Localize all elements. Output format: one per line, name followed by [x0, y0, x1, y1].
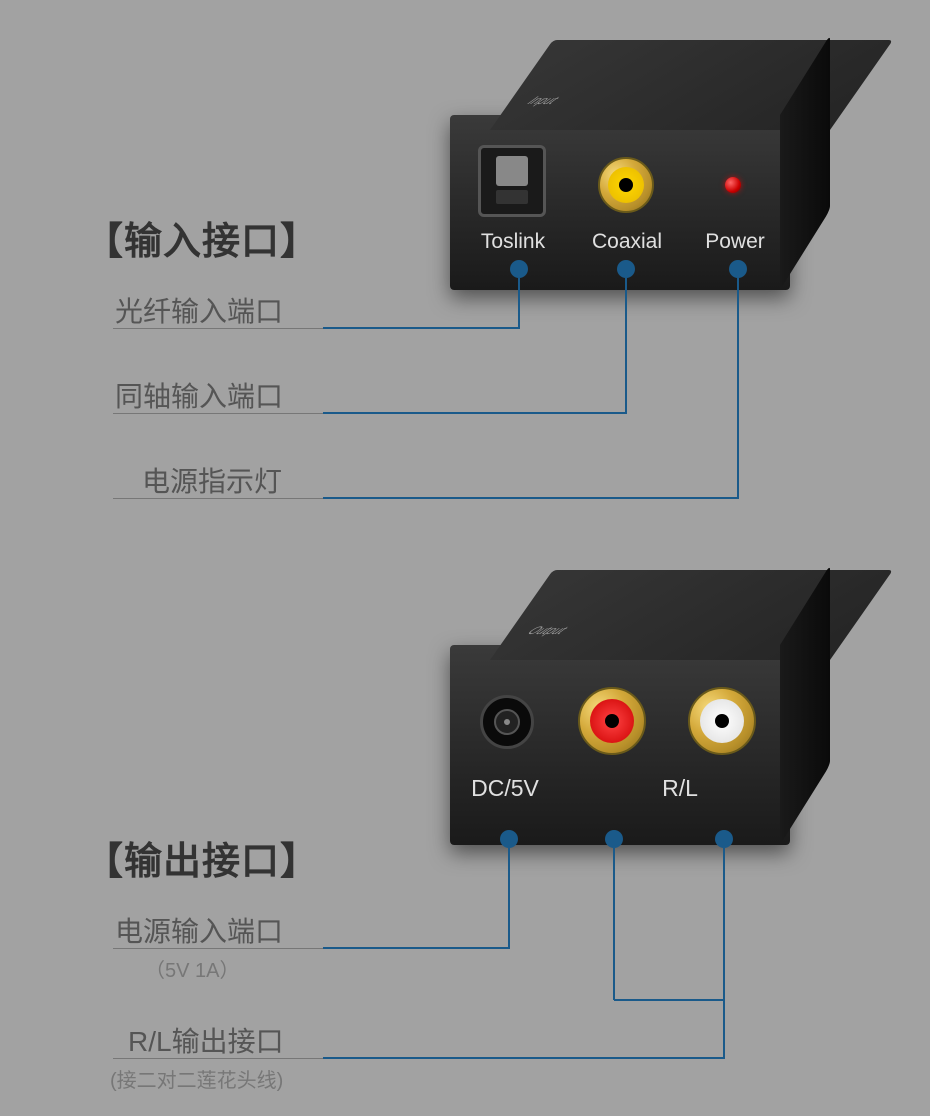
output-section: Output DC/5V R/L 【输出接口】 电源输入端口 （5V 1A） R… [0, 540, 930, 1116]
connector-lines-input [0, 0, 930, 540]
connector-lines-output [0, 540, 930, 1116]
input-section: Input Toslink Coaxial Power 【输入接口】 光纤输入端… [0, 0, 930, 540]
